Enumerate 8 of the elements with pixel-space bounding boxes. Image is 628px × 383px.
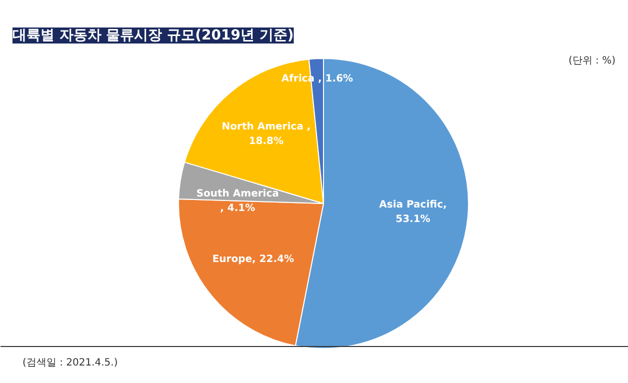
chart-title: 대륙별 자동차 물류시장 규모(2019년 기준) (12, 28, 294, 44)
slice-label: Asia Pacific, 53.1% (379, 200, 447, 225)
data-label: , 4.1% (220, 202, 256, 214)
slice-label: North America , 18.8% (222, 122, 311, 147)
slice-label: Europe, 22.4% (212, 254, 294, 265)
text: (검색일 : 2021.4.5.) (22, 358, 118, 368)
slice-label: South America (196, 188, 279, 200)
text: (단위 : %) (568, 56, 616, 66)
